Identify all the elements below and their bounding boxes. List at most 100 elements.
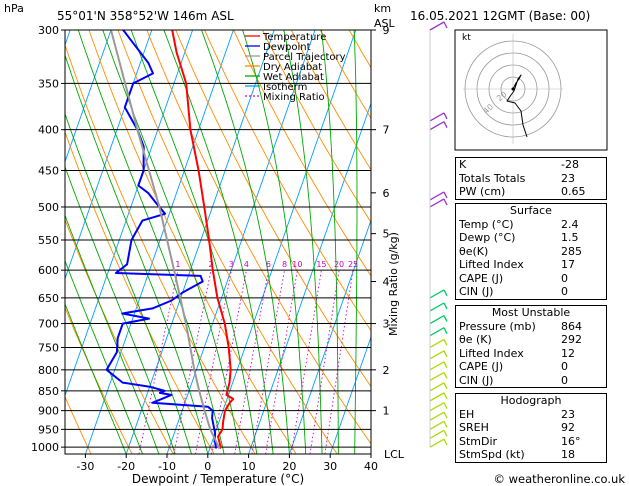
surface-value: 0 bbox=[561, 271, 568, 285]
wind-barb-flag bbox=[443, 21, 448, 29]
mixing-ratio-label: 15 bbox=[316, 260, 326, 269]
mixing-ratio-label: 25 bbox=[348, 260, 358, 269]
pressure-tick-label: 800 bbox=[38, 364, 59, 377]
asl-label: ASL bbox=[374, 17, 396, 30]
altitude-tick-label: 1 bbox=[383, 405, 390, 418]
wind-barb-flag bbox=[443, 438, 448, 446]
altitude-tick-label: 4 bbox=[383, 276, 390, 289]
isotherm-line bbox=[65, 30, 71, 47]
index-row: K -28 bbox=[456, 158, 606, 172]
altitude-tick-label: 7 bbox=[383, 124, 390, 137]
altitude-tick-label: 5 bbox=[383, 228, 390, 241]
hodograph-table-row: StmDir 16° bbox=[456, 435, 606, 449]
legend-label: Temperature bbox=[262, 32, 326, 43]
most-unstable-label: θe (K) bbox=[459, 333, 492, 346]
most-unstable-row: Pressure (mb) 864 bbox=[456, 320, 606, 334]
pressure-tick-label: 450 bbox=[38, 164, 59, 177]
dry-adiabat-line bbox=[204, 30, 371, 332]
legend-label: Dry Adiabat bbox=[263, 62, 322, 73]
wind-barb-flag bbox=[443, 361, 448, 369]
indices-table: K -28 Totals Totals 23 PW (cm) 0.65 bbox=[455, 157, 607, 200]
hodograph-storm-motion bbox=[511, 87, 515, 91]
series-layer bbox=[105, 30, 235, 450]
surface-row: CAPE (J) 0 bbox=[456, 272, 606, 286]
hodograph-table-label: SREH bbox=[459, 421, 489, 434]
surface-row: Lifted Index 17 bbox=[456, 258, 606, 272]
wind-barb bbox=[429, 392, 445, 402]
temperature-tick-label: 30 bbox=[323, 460, 337, 473]
altitude-tick-label: 3 bbox=[383, 318, 390, 331]
legend-label: Parcel Trajectory bbox=[263, 52, 346, 63]
wind-barb-flag bbox=[443, 350, 448, 358]
mixing-ratio-axis-title: Mixing Ratio (g/kg) bbox=[387, 232, 400, 336]
most-unstable-row: θe (K) 292 bbox=[456, 333, 606, 347]
surface-label: CAPE (J) bbox=[459, 271, 504, 285]
mixing-ratio-line bbox=[265, 270, 298, 454]
surface-value: 0 bbox=[561, 285, 568, 298]
most-unstable-value: 0 bbox=[561, 360, 568, 373]
pressure-tick-label: 550 bbox=[38, 234, 59, 247]
pressure-tick-label: 850 bbox=[38, 385, 59, 398]
wind-barb-flag bbox=[443, 198, 448, 206]
hodograph-table-value: 16° bbox=[561, 434, 581, 448]
surface-row: Temp (°C) 2.4 bbox=[456, 218, 606, 232]
index-label: K bbox=[459, 158, 467, 171]
index-label: Totals Totals bbox=[459, 171, 526, 185]
isotherm-line bbox=[0, 30, 29, 454]
mixing-ratio-label: 10 bbox=[292, 260, 302, 269]
hodograph-frame bbox=[454, 29, 608, 151]
wind-barb bbox=[429, 289, 445, 299]
mixing-ratio-label: 1 bbox=[175, 260, 180, 269]
surface-label: θe(K) bbox=[459, 244, 489, 258]
parcel-trajectory-line bbox=[110, 30, 221, 449]
index-row: PW (cm) 0.65 bbox=[456, 185, 606, 199]
location-title: 55°01'N 358°52'W 146m ASL bbox=[57, 9, 234, 23]
hodograph-table-value: 92 bbox=[561, 421, 575, 434]
wind-barb-flag bbox=[443, 327, 448, 335]
wind-barb bbox=[429, 198, 445, 208]
hpa-label: hPa bbox=[4, 2, 24, 15]
legend-label: Wet Adiabat bbox=[263, 72, 324, 83]
surface-title: Surface bbox=[510, 204, 552, 217]
pressure-tick-label: 500 bbox=[38, 201, 59, 214]
most-unstable-row: Lifted Index 12 bbox=[456, 347, 606, 361]
temperature-tick-label: 20 bbox=[282, 460, 296, 473]
x-axis-title: Dewpoint / Temperature (°C) bbox=[132, 472, 304, 486]
wind-barb bbox=[429, 112, 445, 122]
dry-adiabat-line bbox=[262, 30, 371, 224]
hodograph-table-row: EH 23 bbox=[456, 408, 606, 422]
mixing-ratio-label: 3 bbox=[229, 260, 234, 269]
pressure-tick-label: 700 bbox=[38, 318, 59, 331]
mixing-ratio-line bbox=[251, 270, 285, 454]
isotherm-line bbox=[65, 30, 112, 164]
temperature-tick-label: -20 bbox=[117, 460, 135, 473]
temperature-tick-label: 10 bbox=[242, 460, 256, 473]
isotherm-line bbox=[65, 30, 194, 397]
legend-label: Dewpoint bbox=[263, 42, 311, 53]
surface-row: CIN (J) 0 bbox=[456, 285, 606, 299]
wind-barb bbox=[429, 420, 445, 430]
surface-value: 285 bbox=[561, 244, 582, 258]
wind-barb bbox=[429, 411, 445, 421]
most-unstable-label: Lifted Index bbox=[459, 346, 524, 360]
plot-frame bbox=[64, 29, 372, 455]
index-value: 23 bbox=[561, 171, 575, 185]
background-lines: 1 2 3 4 6 8 10 15 20 25 bbox=[0, 30, 371, 454]
wind-barb-flag bbox=[443, 289, 448, 297]
wind-barb-flag bbox=[443, 112, 448, 120]
km-label: km bbox=[374, 2, 391, 15]
hodograph-unit: kt bbox=[462, 33, 471, 43]
surface-value: 17 bbox=[561, 258, 575, 271]
hodograph-table-value: 18 bbox=[561, 448, 575, 461]
surface-label: Lifted Index bbox=[459, 258, 524, 271]
most-unstable-label: CAPE (J) bbox=[459, 360, 504, 373]
wind-barb-flag bbox=[443, 392, 448, 400]
most-unstable-value: 12 bbox=[561, 346, 575, 360]
temperature-tick-label: 40 bbox=[364, 460, 378, 473]
wind-barb-flag bbox=[443, 421, 448, 428]
mixing-ratio-line bbox=[290, 270, 322, 454]
most-unstable-value: 292 bbox=[561, 333, 582, 346]
